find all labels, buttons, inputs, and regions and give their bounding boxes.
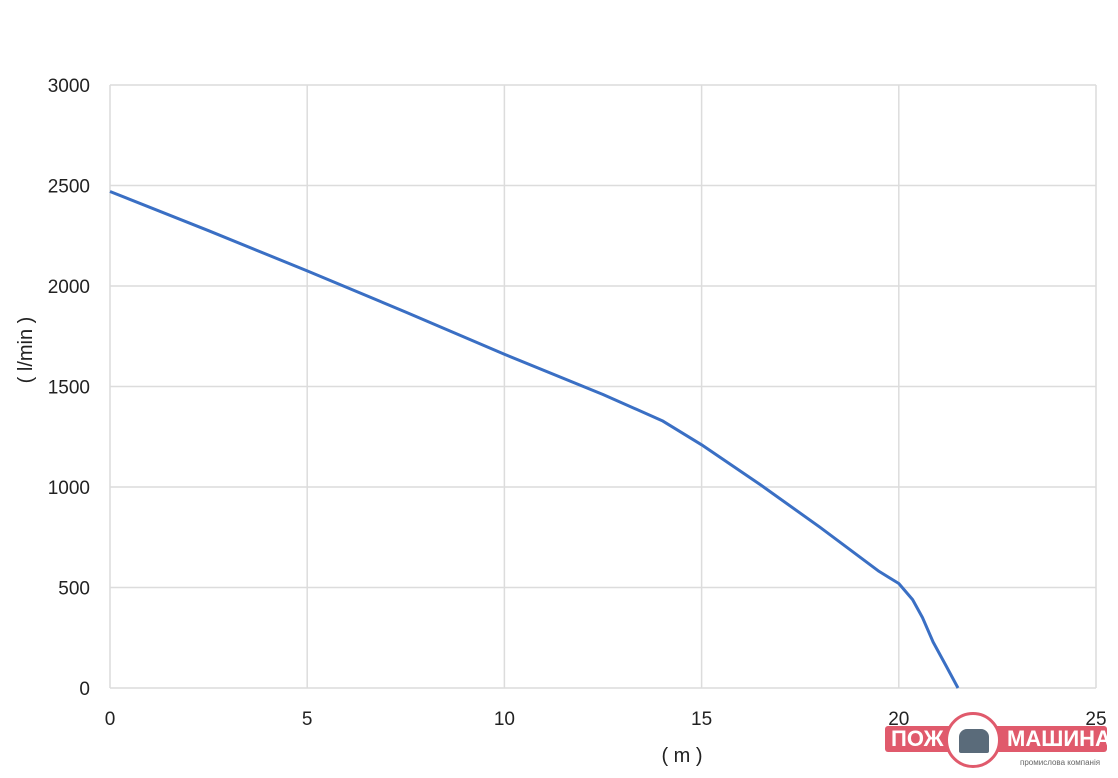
x-axis-label: ( m ) bbox=[661, 745, 702, 767]
x-tick-label: 15 bbox=[691, 709, 712, 730]
y-tick-label: 2000 bbox=[48, 277, 90, 298]
y-tick-label: 2500 bbox=[48, 177, 90, 198]
y-tick-label: 500 bbox=[58, 579, 90, 600]
y-tick-label: 0 bbox=[79, 679, 90, 700]
logo-text-right: МАШИНА bbox=[1007, 726, 1111, 751]
y-tick-label: 1000 bbox=[48, 478, 90, 499]
logo-text-left: ПОЖ bbox=[891, 726, 944, 751]
x-tick-label: 0 bbox=[105, 709, 116, 730]
x-tick-label: 5 bbox=[302, 709, 313, 730]
logo-subtitle: промислова компанія bbox=[1020, 758, 1101, 767]
y-tick-label: 1500 bbox=[48, 378, 90, 399]
logo-emblem bbox=[945, 712, 1001, 768]
x-tick-label: 20 bbox=[888, 709, 909, 730]
y-axis-label: ( l/min ) bbox=[15, 317, 37, 384]
data-line bbox=[109, 190, 960, 689]
x-tick-label: 10 bbox=[494, 709, 515, 730]
x-tick-label: 25 bbox=[1085, 709, 1106, 730]
brand-logo: ПОЖ МАШИНА промислова компанія bbox=[885, 712, 1111, 778]
logo-bar-left bbox=[885, 726, 955, 752]
y-tick-label: 3000 bbox=[48, 76, 90, 97]
elephant-icon bbox=[959, 729, 989, 753]
logo-bar-right bbox=[990, 726, 1107, 752]
